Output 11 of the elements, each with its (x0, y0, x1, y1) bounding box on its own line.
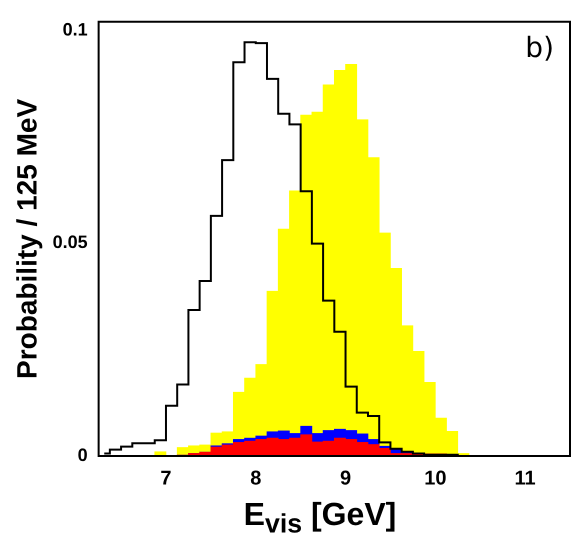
x-tick-label: 7 (160, 468, 172, 490)
y-tick-label: 0.05 (52, 232, 88, 252)
x-tick-label: 10 (424, 468, 446, 490)
x-tick-label: 9 (340, 468, 352, 490)
y-tick-label: 0 (78, 444, 88, 465)
y-axis-title: Probability / 125 MeV (12, 98, 43, 379)
y-tick-label: 0.1 (62, 19, 88, 40)
x-axis-title: E$_{vis}$ [GeV] (242, 495, 398, 540)
annotation: b) (525, 31, 554, 64)
x-tick-label: 11 (514, 468, 536, 490)
x-tick-label: 8 (250, 468, 262, 490)
